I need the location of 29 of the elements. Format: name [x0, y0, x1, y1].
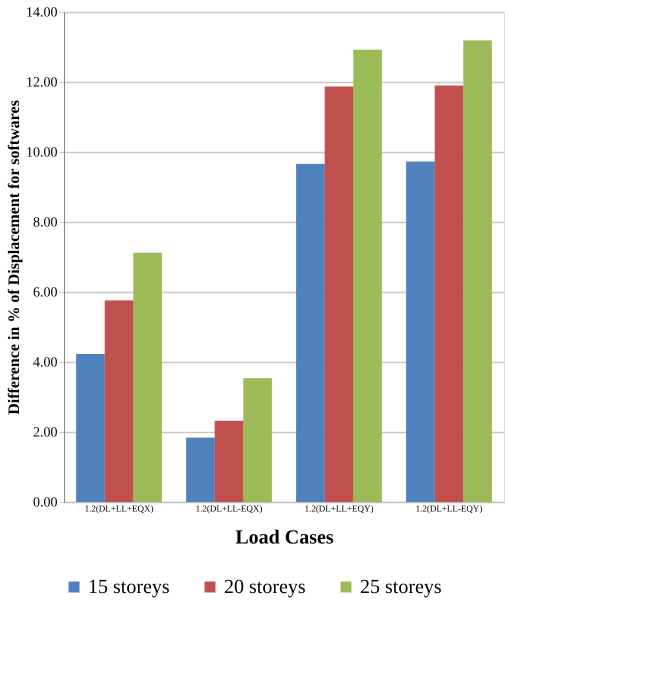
x-tick-label: 1.2(DL+LL-EQY) [416, 504, 482, 514]
bar [296, 164, 325, 502]
x-axis-title: Load Cases [235, 526, 334, 548]
bar [133, 252, 162, 502]
bar [243, 378, 272, 502]
legend-label: 25 storeys [360, 576, 442, 598]
legend-label: 15 storeys [88, 576, 170, 598]
legend-label: 20 storeys [224, 576, 306, 598]
x-tick-label: 1.2(DL+LL-EQX) [196, 504, 262, 514]
y-tick-label: 8.00 [33, 216, 58, 230]
x-tick-label: 1.2(DL+LL+EQX) [84, 504, 154, 514]
y-tick-label: 4.00 [33, 356, 58, 370]
y-tick-label: 14.00 [26, 6, 58, 20]
bar [186, 438, 215, 502]
bar [434, 86, 464, 502]
y-tick-label: 0.00 [33, 496, 58, 510]
bar [353, 50, 382, 502]
y-axis-title: Difference in % of Displacement for softwares [6, 100, 23, 415]
bar [214, 420, 244, 502]
bar [104, 300, 134, 502]
bar [463, 40, 492, 502]
y-tick-label: 2.00 [33, 426, 58, 440]
y-tick-label: 10.00 [26, 146, 58, 160]
bar [406, 161, 435, 502]
y-tick-label: 6.00 [33, 286, 58, 300]
x-tick-label: 1.2(DL+LL+EQY) [304, 504, 374, 514]
bar [324, 86, 354, 502]
y-tick-label: 12.00 [26, 76, 58, 90]
bar [76, 354, 105, 502]
